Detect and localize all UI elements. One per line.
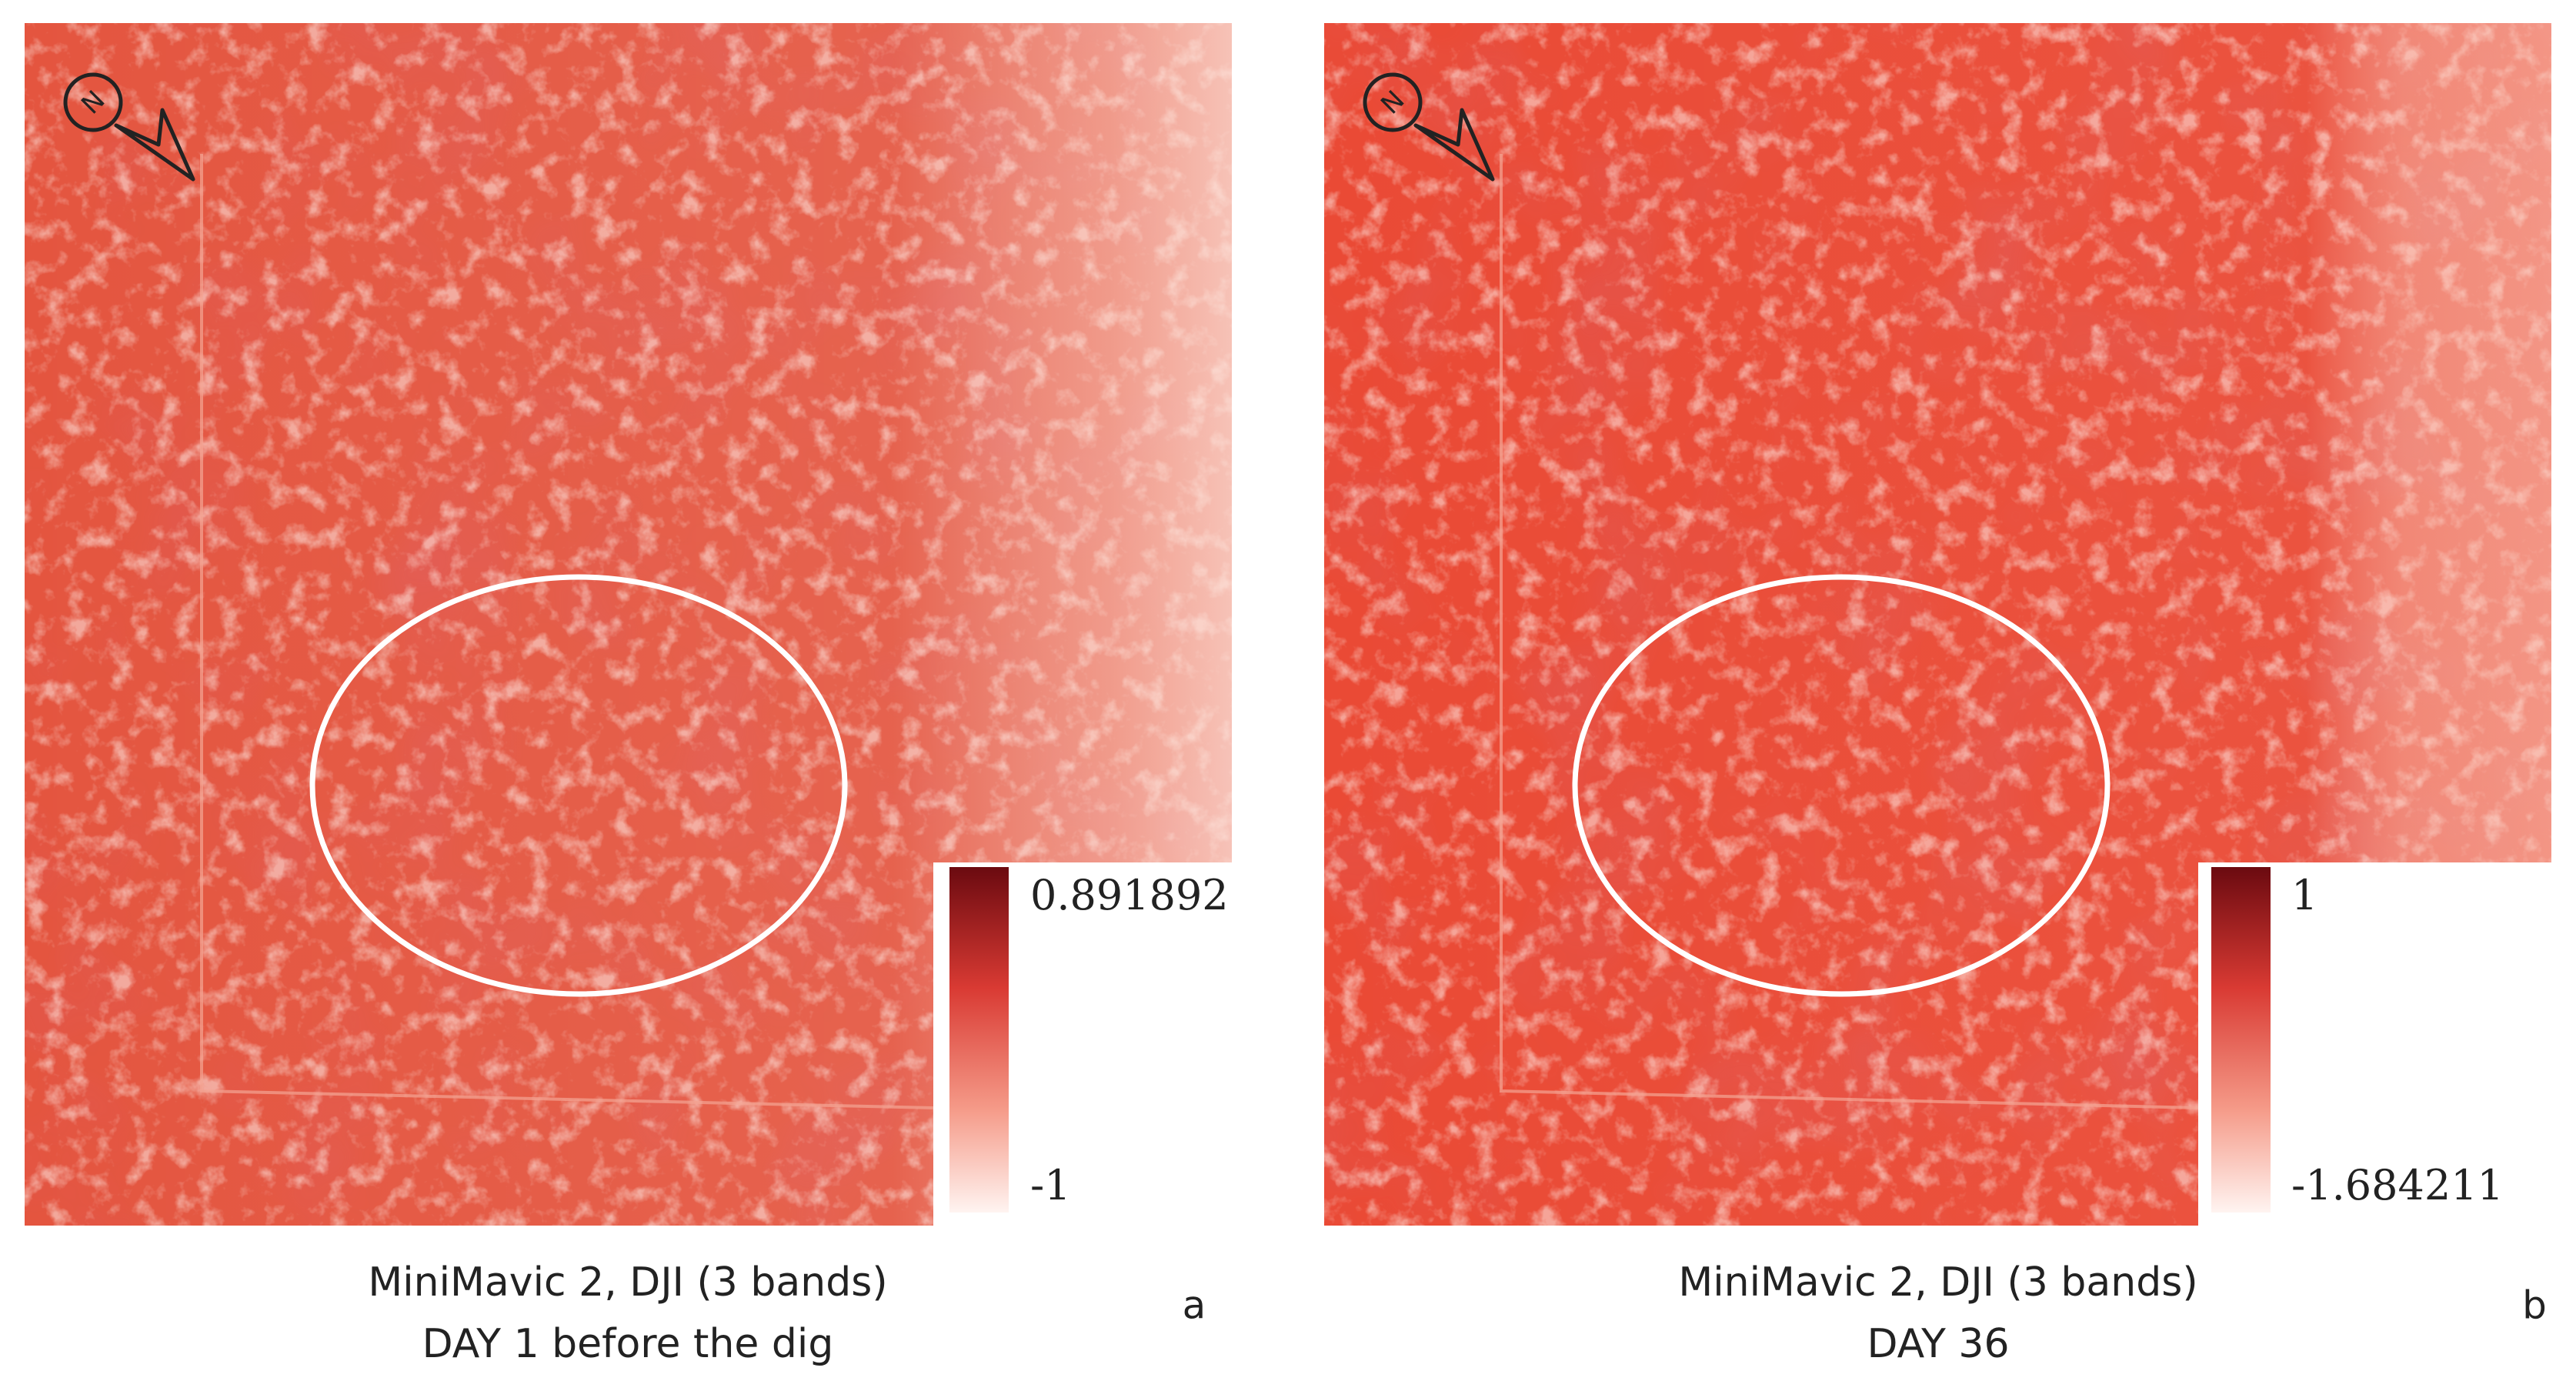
north-arrow [114,108,195,182]
highlight-ellipse [309,574,848,997]
panel-letter: b [2522,1283,2547,1328]
north-circle [63,72,123,132]
colorbar-max: 0.891892 [1030,871,1229,919]
caption-line: DAY 36 [1867,1321,2009,1367]
panel-letter: a [1183,1283,1206,1328]
north-circle [1363,72,1423,132]
colorbar-max: 1 [2291,871,2317,919]
colorbar [949,867,1009,1213]
colorbar-min: -1.684211 [2291,1161,2504,1209]
colorbar-min: -1 [1030,1161,1071,1209]
caption-line: MiniMavic 2, DJI (3 bands) [368,1259,887,1306]
field-line [200,154,934,1109]
caption-line: MiniMavic 2, DJI (3 bands) [1678,1259,2197,1306]
highlight-ellipse [1572,574,2111,997]
caption-line: DAY 1 before the dig [422,1321,834,1367]
north-arrow [1413,108,1495,182]
colorbar [2211,867,2271,1213]
field-line [1500,154,2199,1109]
